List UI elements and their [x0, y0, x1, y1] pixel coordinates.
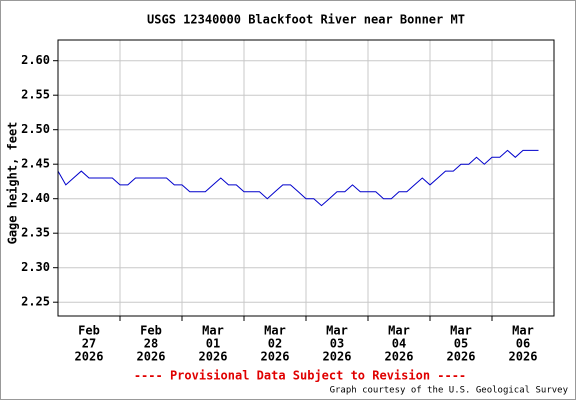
x-tick-label: 04: [392, 337, 406, 351]
y-tick-label: 2.30: [21, 260, 50, 274]
x-tick-label: Mar: [264, 324, 286, 338]
y-axis-label: Gage height, feet: [6, 122, 20, 245]
x-tick-label: Mar: [202, 324, 224, 338]
x-tick-label: 06: [516, 337, 530, 351]
x-tick-label: 2026: [75, 350, 104, 364]
x-tick-label: 27: [82, 337, 96, 351]
x-tick-label: 01: [206, 337, 220, 351]
x-tick-label: 2026: [447, 350, 476, 364]
y-tick-label: 2.55: [21, 88, 50, 102]
x-tick-label: 28: [144, 337, 158, 351]
data-line: [57, 149, 539, 207]
x-tick-label: Mar: [512, 324, 534, 338]
x-tick-label: Mar: [450, 324, 472, 338]
x-tick-label: 03: [330, 337, 344, 351]
x-tick-label: 2026: [137, 350, 166, 364]
x-tick-label: 2026: [509, 350, 538, 364]
x-tick-label: Feb: [78, 324, 100, 338]
chart-title: USGS 12340000 Blackfoot River near Bonne…: [147, 13, 465, 27]
y-tick-label: 2.45: [21, 157, 50, 171]
x-tick-label: Mar: [388, 324, 410, 338]
x-tick-label: 2026: [385, 350, 414, 364]
x-tick-label: 2026: [323, 350, 352, 364]
y-tick-label: 2.25: [21, 295, 50, 309]
x-tick-label: Mar: [326, 324, 348, 338]
x-tick-label: 05: [454, 337, 468, 351]
footer: ---- Provisional Data Subject to Revisio…: [134, 369, 466, 383]
credit: Graph courtesy of the U.S. Geological Su…: [330, 386, 569, 396]
y-tick-label: 2.35: [21, 226, 50, 240]
x-tick-label: 02: [268, 337, 282, 351]
y-tick-label: 2.40: [21, 191, 50, 205]
x-tick-label: 2026: [199, 350, 228, 364]
y-tick-label: 2.60: [21, 53, 50, 67]
y-tick-label: 2.50: [21, 122, 50, 136]
x-tick-label: 2026: [261, 350, 290, 364]
x-tick-label: Feb: [140, 324, 162, 338]
plot-border: [57, 39, 555, 317]
